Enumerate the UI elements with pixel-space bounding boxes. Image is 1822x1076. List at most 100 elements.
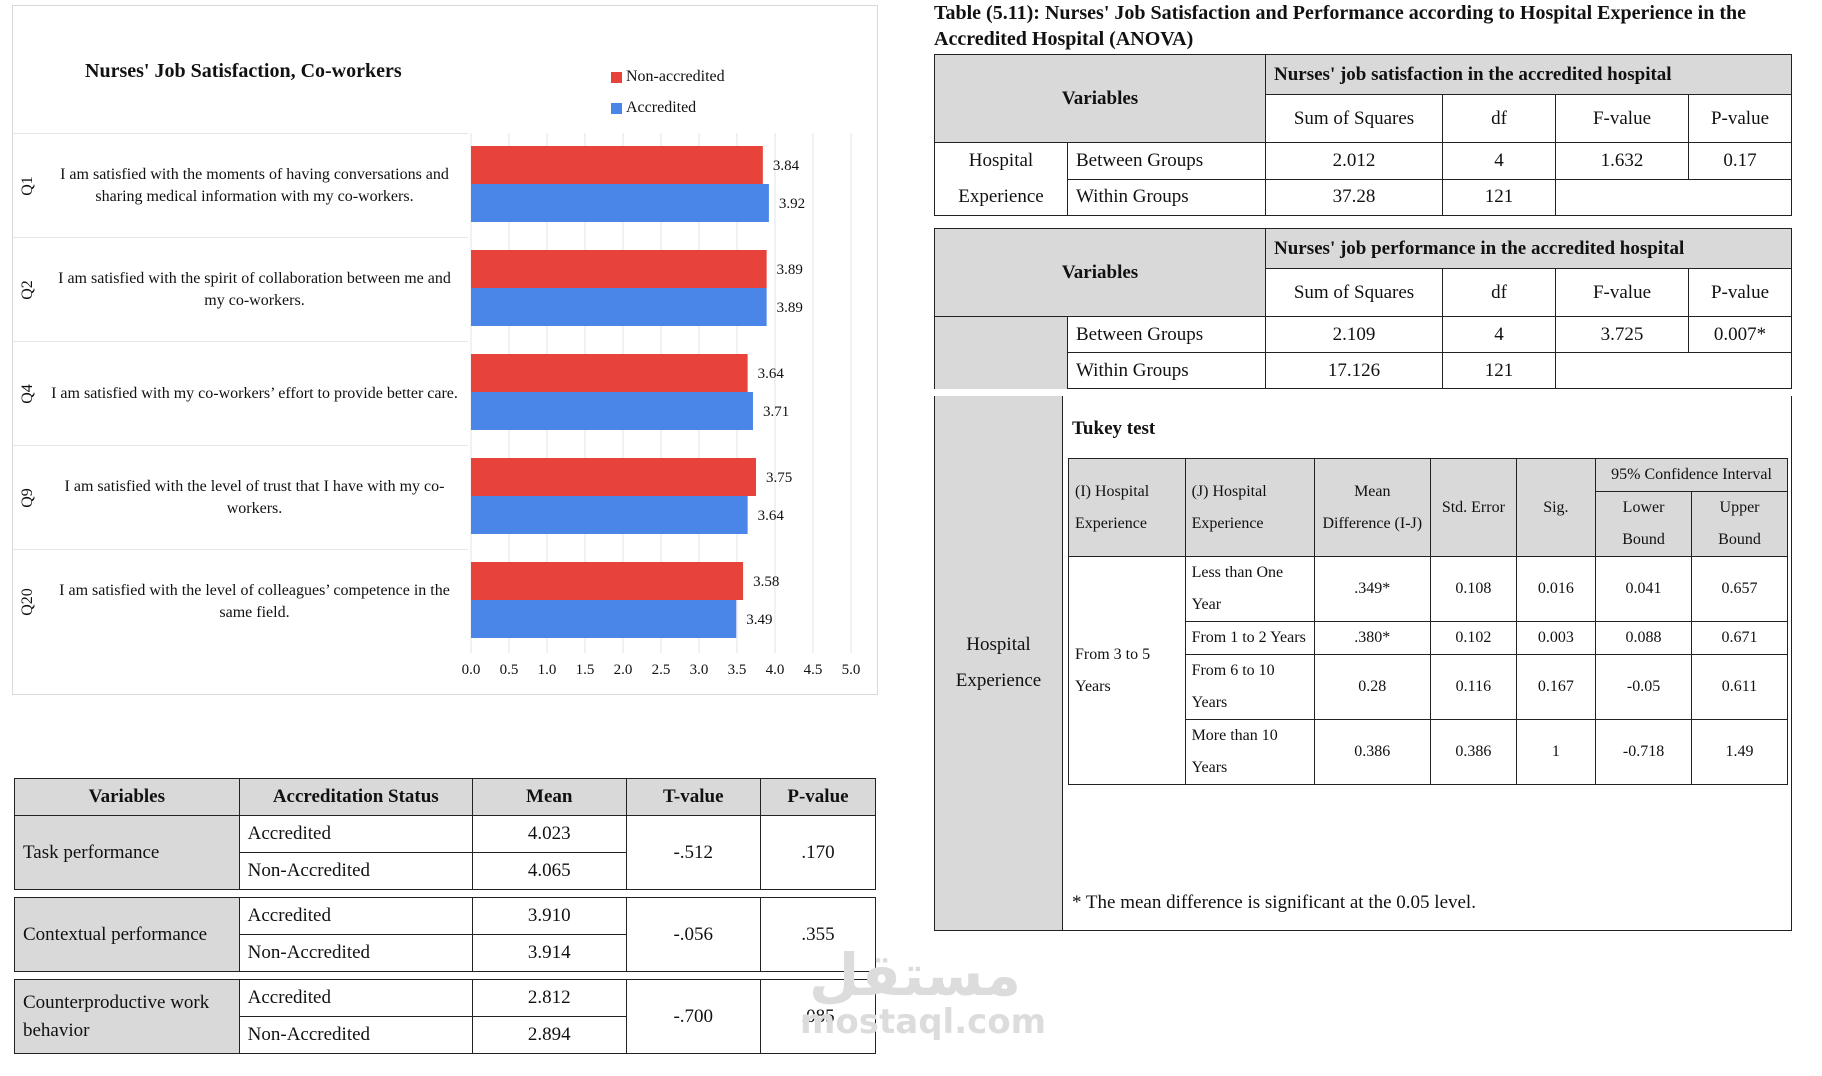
bar-non-accredited-q2 bbox=[471, 250, 767, 288]
category-text: I am satisfied with the level of colleag… bbox=[59, 582, 450, 621]
row-label: Within Groups bbox=[1067, 178, 1266, 216]
data-label: 3.64 bbox=[758, 508, 785, 524]
df-cell: 121 bbox=[1442, 178, 1556, 216]
data-label: 3.89 bbox=[777, 262, 803, 278]
legend-item-accredited: Accredited bbox=[611, 99, 696, 117]
upper-cell: 0.671 bbox=[1691, 621, 1788, 655]
j-cell: Less than One Year bbox=[1184, 556, 1315, 622]
col-header: T-value bbox=[625, 778, 761, 816]
x-tick-label: 4.0 bbox=[766, 662, 785, 678]
lower-cell: 0.041 bbox=[1595, 556, 1693, 622]
p-value-cell: .170 bbox=[759, 815, 877, 890]
lower-cell: -0.05 bbox=[1595, 654, 1693, 720]
j-cell: From 6 to 10 Years bbox=[1184, 654, 1315, 720]
j-cell: From 1 to 2 Years bbox=[1184, 621, 1315, 655]
table-row: Within Groups 17.126 121 bbox=[935, 352, 1792, 389]
variable-cell: Counterproductive work behavior bbox=[14, 979, 240, 1054]
variable-cell: Task performance bbox=[14, 815, 240, 890]
t-value-cell: -.700 bbox=[625, 979, 761, 1054]
table-row: Non-Accredited 3.914 bbox=[15, 934, 876, 972]
bar-chart: Nurses' Job Satisfaction, Co-workers Non… bbox=[12, 5, 878, 695]
mean-cell: 2.812 bbox=[471, 979, 627, 1017]
sig-cell: 0.167 bbox=[1515, 654, 1597, 720]
col-header: P-value bbox=[1688, 268, 1792, 317]
ss-cell: 37.28 bbox=[1265, 178, 1443, 216]
significance-footnote: * The mean difference is significant at … bbox=[1072, 892, 1476, 913]
f-cell: 1.632 bbox=[1555, 142, 1689, 180]
col-header: F-value bbox=[1555, 268, 1689, 317]
variables-header: Variables bbox=[934, 54, 1266, 143]
col-header: Accreditation Status bbox=[238, 778, 473, 816]
bar-accredited-q20 bbox=[471, 600, 737, 638]
x-tick-label: 4.5 bbox=[804, 662, 823, 678]
table-row: Hospital Experience Between Groups 2.012… bbox=[934, 142, 1792, 216]
data-label: 3.58 bbox=[753, 574, 779, 590]
bar-accredited-q1 bbox=[471, 184, 769, 222]
md-cell: 0.28 bbox=[1313, 654, 1432, 720]
empty-cell bbox=[1555, 352, 1792, 389]
col-header: Variables bbox=[14, 778, 240, 816]
col-header: F-value bbox=[1555, 94, 1689, 143]
sig-cell: 0.016 bbox=[1515, 556, 1597, 622]
col-header: (I) Hospital Experience bbox=[1068, 458, 1186, 557]
status-cell: Accredited bbox=[238, 815, 473, 853]
col-header: Sum of Squares bbox=[1265, 94, 1443, 143]
md-cell: .380* bbox=[1313, 621, 1432, 655]
col-header: Mean bbox=[471, 778, 627, 816]
block-heading: Nurses' job satisfaction in the accredit… bbox=[1265, 54, 1792, 95]
table-row: Counterproductive work behavior Accredit… bbox=[14, 979, 877, 1054]
watermark-logo: مستقل mostaql.com bbox=[800, 945, 1047, 1042]
legend-swatch-accredited bbox=[611, 102, 622, 114]
sig-cell: 0.003 bbox=[1515, 621, 1597, 655]
legend-item-non-accredited: Non-accredited bbox=[611, 68, 725, 86]
lower-cell: 0.088 bbox=[1595, 621, 1693, 655]
ss-cell: 2.012 bbox=[1265, 142, 1443, 180]
table-row: Non-Accredited 4.065 bbox=[15, 852, 876, 890]
p-cell: 0.007* bbox=[1688, 316, 1792, 353]
df-cell: 4 bbox=[1442, 142, 1556, 180]
category-text: I am satisfied with the level of trust t… bbox=[64, 478, 445, 517]
category-text: I am satisfied with the spirit of collab… bbox=[58, 270, 451, 309]
bar-accredited-q9 bbox=[471, 496, 748, 534]
df-cell: 121 bbox=[1442, 352, 1556, 389]
bar-non-accredited-q4 bbox=[471, 354, 748, 392]
anova-satisfaction-table: Variables Nurses' job satisfaction in th… bbox=[934, 54, 1792, 216]
legend-swatch-non-accredited bbox=[611, 71, 622, 83]
category-label: Q4 I am satisfied with my co-workers’ eff… bbox=[13, 341, 468, 446]
watermark-latin: mostaql.com bbox=[800, 1002, 1047, 1042]
t-value-cell: -.512 bbox=[625, 815, 761, 890]
tukey-container: Hospital Experience bbox=[934, 396, 1792, 931]
category-label: Q9 I am satisfied with the level of trust… bbox=[13, 445, 468, 550]
row-label: Within Groups bbox=[1067, 352, 1266, 389]
col-header: Upper Bound bbox=[1691, 491, 1788, 557]
t-value-cell: -.056 bbox=[625, 897, 761, 972]
x-tick-label: 0.5 bbox=[500, 662, 519, 678]
se-cell: 0.102 bbox=[1430, 621, 1517, 655]
upper-cell: 0.657 bbox=[1691, 556, 1788, 622]
col-header: (J) Hospital Experience bbox=[1184, 458, 1315, 557]
lower-cell: -0.718 bbox=[1595, 719, 1693, 785]
category-label: Q2 I am satisfied with the spirit of coll… bbox=[13, 237, 468, 342]
bar-accredited-q2 bbox=[471, 288, 767, 326]
mean-cell: 4.065 bbox=[471, 852, 627, 890]
upper-cell: 1.49 bbox=[1691, 719, 1788, 785]
data-label: 3.89 bbox=[777, 300, 803, 316]
tukey-heading: Tukey test bbox=[1072, 418, 1156, 439]
x-tick-label: 3.0 bbox=[690, 662, 709, 678]
col-header: Mean Difference (I-J) bbox=[1313, 458, 1432, 557]
bar-non-accredited-q20 bbox=[471, 562, 744, 600]
variables-header: Variables bbox=[934, 228, 1266, 317]
ttest-table: Variables Accreditation Status Mean T-va… bbox=[14, 778, 877, 1054]
chart-title: Nurses' Job Satisfaction, Co-workers bbox=[85, 60, 402, 82]
table-row: Between Groups 2.109 4 3.725 0.007* bbox=[934, 316, 1792, 389]
table-row: More than 10 Years 0.386 0.386 1 -0.718 … bbox=[1069, 719, 1788, 785]
se-cell: 0.386 bbox=[1430, 719, 1517, 785]
col-header: df bbox=[1442, 94, 1556, 143]
md-cell: .349* bbox=[1313, 556, 1432, 622]
factor-spacer bbox=[934, 316, 1068, 389]
factor-cell: Hospital Experience bbox=[934, 142, 1068, 216]
mean-cell: 3.910 bbox=[471, 897, 627, 935]
col-header: P-value bbox=[1688, 94, 1792, 143]
data-label: 3.64 bbox=[758, 366, 785, 382]
legend-label: Non-accredited bbox=[626, 68, 725, 85]
